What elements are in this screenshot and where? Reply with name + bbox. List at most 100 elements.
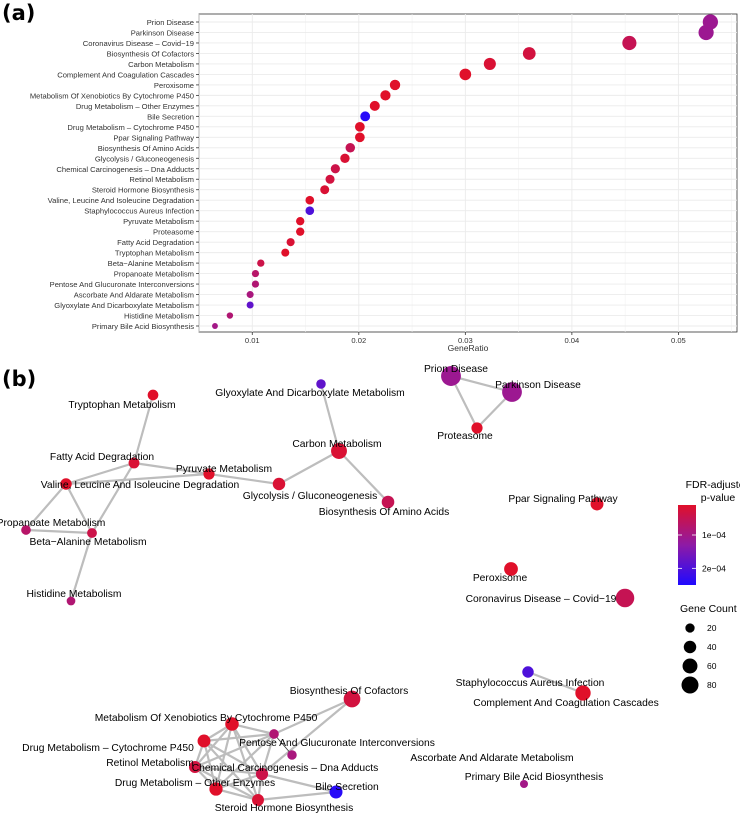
- network-node-label: Metabolism Of Xenobiotics By Cytochrome …: [95, 713, 318, 724]
- network-node-label: Steroid Hormone Biosynthesis: [215, 803, 354, 814]
- network-edge: [260, 732, 276, 776]
- network-node: [287, 750, 297, 760]
- network-edge: [207, 472, 281, 486]
- category-label: Coronavirus Disease – Covid−19: [83, 39, 194, 48]
- network-node: [255, 767, 269, 781]
- network-edge: [64, 472, 211, 486]
- category-label: Bile Secretion: [147, 112, 194, 121]
- category-label: Valine, Leucine And Isoleucine Degradati…: [48, 196, 194, 205]
- network-node-label: Carbon Metabolism: [292, 439, 381, 450]
- dotplot-point: [246, 301, 254, 309]
- network-node: [575, 685, 591, 701]
- color-bar-ticks: 1e−04 2e−04: [678, 530, 726, 573]
- x-tick-label: 0.02: [351, 336, 366, 345]
- network-node: [471, 422, 483, 434]
- network-node-label: Drug Metabolism – Cytochrome P450: [22, 743, 194, 754]
- network-edge: [132, 461, 211, 476]
- network-edge: [319, 382, 341, 453]
- network-edge: [260, 772, 338, 794]
- network-node-label: Retinol Metabolism: [106, 758, 194, 769]
- category-label: Primary Bile Acid Biosynthesis: [92, 322, 194, 331]
- network-node: [615, 588, 635, 608]
- color-legend-title-line2: p-value: [701, 492, 736, 504]
- network-panel: Tryptophan Metabolism Glyoxylate And Dica…: [0, 364, 659, 814]
- dotplot-point: [330, 164, 340, 174]
- dotplot-point: [355, 132, 365, 143]
- network-node: [519, 779, 529, 789]
- category-label: Staphylococcus Aureus Infection: [84, 207, 194, 216]
- network-node: [87, 528, 97, 538]
- network-node: [331, 443, 347, 459]
- network-node: [269, 729, 279, 739]
- category-label: Drug Metabolism – Other Enzymes: [76, 102, 194, 111]
- network-node-label: Bile Secretion: [315, 782, 379, 793]
- panel-label-b: (b): [2, 367, 36, 391]
- network-node: [590, 497, 604, 511]
- network-node-label: Pentose And Glucuronate Interconversions: [239, 738, 435, 749]
- network-node: [66, 596, 76, 606]
- network-node: [147, 389, 159, 401]
- network-node-label: Valine, Leucine And Isoleucine Degradati…: [41, 480, 240, 491]
- dotplot-point: [296, 216, 305, 226]
- network-node: [522, 666, 534, 678]
- network-node: [21, 525, 31, 535]
- category-label: Histidine Metabolism: [124, 312, 194, 321]
- dotplot-point: [257, 259, 265, 267]
- network-node: [209, 782, 223, 796]
- dotplot-point: [340, 153, 350, 163]
- network-edge: [230, 722, 276, 736]
- category-label: Pyruvate Metabolism: [123, 217, 194, 226]
- network-node-label: Biosynthesis Of Amino Acids: [319, 507, 450, 518]
- color-bar-tick-label: 1e−04: [702, 530, 726, 540]
- network-labels: Tryptophan Metabolism Glyoxylate And Dica…: [0, 364, 659, 814]
- size-legend-label: 20: [707, 623, 717, 633]
- dotplot-points: [212, 14, 718, 329]
- dotplot-point: [305, 206, 315, 215]
- category-label: Beta−Alanine Metabolism: [108, 259, 194, 268]
- dotplot-point: [251, 280, 260, 288]
- network-node-label: Pyruvate Metabolism: [176, 464, 272, 475]
- network-edge: [69, 531, 94, 603]
- category-label: Drug Metabolism – Cytochrome P450: [67, 123, 194, 132]
- category-label: Proteasome: [153, 228, 194, 237]
- network-node: [502, 382, 522, 402]
- network-edge: [337, 449, 390, 504]
- size-legend-dot: [683, 640, 697, 654]
- network-node: [343, 690, 361, 708]
- network-edge: [449, 374, 514, 394]
- network-edge: [202, 732, 276, 743]
- dotplot-point: [226, 312, 234, 319]
- size-legend-title: Gene Count: [680, 603, 737, 615]
- category-label: Parkinson Disease: [131, 28, 194, 37]
- network-edge: [230, 722, 264, 776]
- category-label: Prion Disease: [147, 18, 194, 27]
- network-node-label: Fatty Acid Degradation: [50, 452, 154, 463]
- category-label: Biosynthesis Of Cofactors: [107, 49, 195, 58]
- dotplot-point: [251, 269, 260, 278]
- color-legend-title-line1: FDR-adjusted: [686, 479, 740, 491]
- network-node: [128, 457, 140, 469]
- size-legend-dot: [682, 658, 698, 674]
- dotplot-point: [369, 100, 380, 111]
- network-node-label: Ascorbate And Aldarate Metabolism: [410, 753, 573, 764]
- category-label: Steroid Hormone Biosynthesis: [92, 186, 194, 195]
- dotplot-point: [212, 323, 218, 329]
- network-node: [225, 717, 239, 731]
- network-edge: [256, 790, 338, 802]
- dotplot-point: [246, 291, 254, 299]
- network-node-label: Histidine Metabolism: [27, 589, 122, 600]
- network-node: [329, 785, 343, 799]
- network-edge: [132, 393, 155, 465]
- network-node-label: Complement And Coagulation Cascades: [473, 698, 658, 709]
- network-node-label: Chemical Carcinogenesis – Dna Adducts: [192, 763, 379, 774]
- network-node-label: Peroxisome: [473, 573, 528, 584]
- network-edge: [64, 482, 94, 535]
- x-tick-label: 0.05: [671, 336, 686, 345]
- network-node-label: Ppar Signaling Pathway: [508, 494, 618, 505]
- network-edge: [214, 732, 276, 791]
- network-node-label: Drug Metabolism – Other Enzymes: [115, 778, 275, 789]
- dotplot-plot-area: [198, 13, 738, 333]
- dotplot-point: [281, 248, 290, 257]
